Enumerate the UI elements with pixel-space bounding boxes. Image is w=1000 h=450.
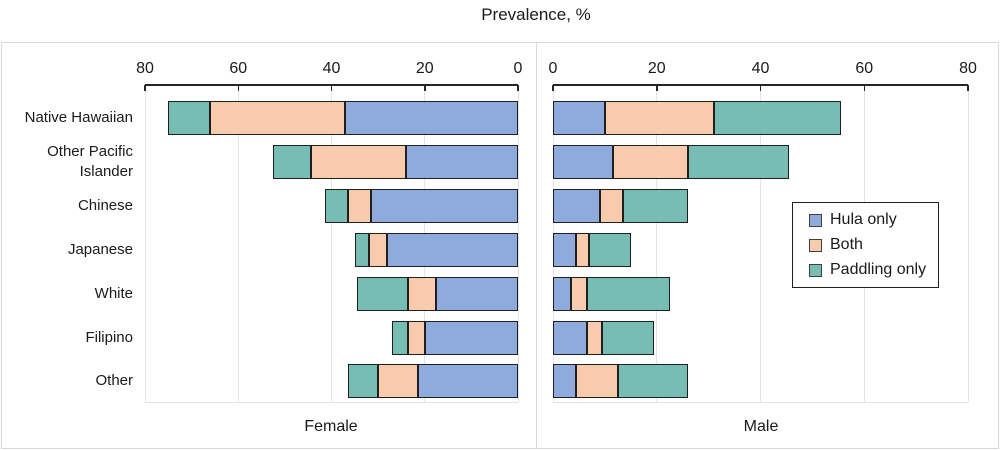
legend-label-both: Both — [830, 236, 863, 253]
bar-male-filipino-paddling-only — [602, 321, 655, 355]
tick-label-male-80: 80 — [959, 60, 977, 77]
bar-male-filipino-both — [586, 321, 603, 355]
category-label-white: White — [94, 284, 133, 302]
bar-male-native-hawaiian-hula-only — [553, 101, 605, 135]
category-label-other-pacific-islander: Other Pacific Islander — [47, 142, 133, 180]
bar-male-other-pacific-islander-paddling-only — [687, 145, 790, 179]
bar-female-other-pacific-islander-both — [310, 145, 407, 179]
gridline-female-60 — [237, 85, 239, 402]
bar-female-other-pacific-islander-paddling-only — [273, 145, 311, 179]
bar-female-other-both — [378, 364, 418, 398]
legend-item-both: Both — [809, 236, 938, 254]
legend-swatch-hula-only-icon — [809, 213, 822, 227]
bar-female-chinese-paddling-only — [324, 189, 348, 223]
axis-tick-male-60 — [863, 85, 865, 91]
gridline-male-20 — [656, 85, 658, 402]
gridline-male-40 — [760, 85, 761, 402]
legend-swatch-both-icon — [809, 238, 822, 252]
axis-tick-female-20 — [424, 85, 426, 91]
bar-male-japanese-hula-only — [553, 233, 577, 267]
category-label-native-hawaiian: Native Hawaiian — [24, 108, 133, 126]
gridline-female-0 — [517, 85, 519, 402]
axis-line-female — [145, 84, 518, 86]
category-label-chinese: Chinese — [77, 196, 133, 214]
bar-male-other-paddling-only — [617, 364, 688, 398]
bar-female-native-hawaiian-hula-only — [345, 101, 518, 135]
tick-label-female-0: 0 — [513, 60, 523, 77]
chart-title: Prevalence, % — [481, 5, 591, 24]
bar-female-white-paddling-only — [357, 277, 409, 311]
bar-female-white-both — [408, 277, 437, 311]
tick-label-female-60: 60 — [229, 60, 248, 77]
bar-male-japanese-both — [576, 233, 590, 267]
bar-male-other-pacific-islander-hula-only — [553, 145, 613, 179]
gridline-female-80 — [144, 85, 146, 402]
bar-female-chinese-hula-only — [371, 189, 518, 223]
bar-female-japanese-hula-only — [387, 233, 518, 267]
bar-female-other-hula-only — [417, 364, 518, 398]
category-label-filipino: Filipino — [85, 328, 133, 346]
bar-female-white-hula-only — [436, 277, 518, 311]
category-label-other: Other — [95, 371, 133, 389]
legend-item-paddling-only: Paddling only — [809, 261, 938, 279]
bar-female-filipino-paddling-only — [392, 321, 409, 355]
bar-female-filipino-hula-only — [424, 321, 518, 355]
bar-male-white-hula-only — [553, 277, 572, 311]
bar-male-japanese-paddling-only — [589, 233, 631, 267]
bar-male-native-hawaiian-both — [604, 101, 714, 135]
bar-male-filipino-hula-only — [553, 321, 587, 355]
tick-label-male-20: 20 — [647, 60, 666, 77]
tick-label-male-40: 40 — [751, 60, 770, 77]
bar-female-native-hawaiian-both — [210, 101, 346, 135]
bar-male-native-hawaiian-paddling-only — [713, 101, 841, 135]
gridline-male-80 — [967, 85, 969, 402]
tick-label-male-60: 60 — [855, 60, 874, 77]
axis-line-male — [553, 84, 968, 86]
bar-male-white-both — [571, 277, 587, 311]
legend-item-hula-only: Hula only — [809, 211, 938, 229]
axis-tick-female-0 — [517, 85, 519, 91]
bar-male-chinese-both — [599, 189, 624, 223]
category-label-japanese: Japanese — [67, 240, 133, 258]
bar-female-other-paddling-only — [347, 364, 379, 398]
plot-bottom-line-male — [553, 402, 968, 403]
axis-tick-male-80 — [967, 85, 969, 91]
legend: Hula only Both Paddling only — [792, 202, 939, 288]
bar-female-chinese-both — [347, 189, 372, 223]
bar-male-chinese-paddling-only — [623, 189, 688, 223]
bar-female-japanese-paddling-only — [354, 233, 369, 267]
plot-bottom-line-female — [145, 402, 518, 403]
axis-tick-male-40 — [759, 85, 762, 91]
bar-male-chinese-hula-only — [553, 189, 600, 223]
axis-tick-male-0 — [552, 85, 554, 91]
gridline-female-40 — [331, 85, 332, 402]
panel-divider-line — [536, 42, 537, 448]
bar-male-other-hula-only — [553, 364, 577, 398]
bar-male-white-paddling-only — [586, 277, 670, 311]
panel-label-male: Male — [743, 418, 779, 435]
tick-label-male-0: 0 — [548, 60, 558, 77]
axis-tick-female-80 — [144, 85, 146, 91]
bar-female-japanese-both — [368, 233, 388, 267]
tick-label-female-80: 80 — [136, 60, 154, 77]
bar-male-other-pacific-islander-both — [612, 145, 688, 179]
bar-female-other-pacific-islander-hula-only — [406, 145, 518, 179]
legend-swatch-paddling-only-icon — [809, 263, 822, 277]
legend-label-paddling-only: Paddling only — [830, 261, 927, 278]
panel-label-female: Female — [304, 418, 358, 435]
bar-female-filipino-both — [408, 321, 425, 355]
tick-label-female-40: 40 — [322, 60, 341, 77]
axis-tick-male-20 — [656, 85, 658, 91]
axis-tick-female-60 — [237, 85, 239, 91]
tick-label-female-20: 20 — [415, 60, 434, 77]
legend-label-hula-only: Hula only — [830, 211, 897, 228]
bar-female-native-hawaiian-paddling-only — [168, 101, 211, 135]
axis-tick-female-40 — [330, 85, 333, 91]
bar-male-other-both — [576, 364, 618, 398]
